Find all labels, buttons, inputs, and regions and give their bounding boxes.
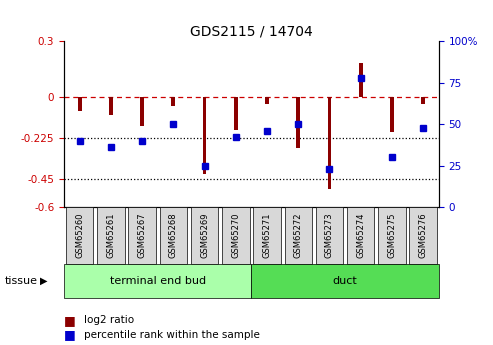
Text: duct: duct [333,276,357,286]
FancyBboxPatch shape [97,207,125,264]
Text: GSM65268: GSM65268 [169,213,178,258]
FancyBboxPatch shape [251,264,439,298]
Text: GSM65276: GSM65276 [419,213,427,258]
FancyBboxPatch shape [378,207,406,264]
Text: GSM65270: GSM65270 [231,213,240,258]
Bar [78,97,81,111]
Bar [265,97,269,104]
Text: GSM65275: GSM65275 [387,213,396,258]
Bar [328,97,331,189]
Bar [390,97,394,131]
Bar [422,97,425,104]
FancyBboxPatch shape [347,207,375,264]
Text: GSM65274: GSM65274 [356,213,365,258]
FancyBboxPatch shape [253,207,281,264]
FancyBboxPatch shape [128,207,156,264]
Text: GSM65271: GSM65271 [263,213,272,258]
Bar [109,97,113,115]
Bar [359,63,362,97]
Bar [172,97,175,106]
FancyBboxPatch shape [409,207,437,264]
Text: log2 ratio: log2 ratio [84,315,134,325]
FancyBboxPatch shape [316,207,343,264]
Text: GSM65261: GSM65261 [106,213,115,258]
Text: GSM65269: GSM65269 [200,213,209,258]
Text: terminal end bud: terminal end bud [110,276,206,286]
Bar [234,97,238,130]
Text: ▶: ▶ [40,276,48,286]
Bar [296,97,300,148]
Text: ■: ■ [64,314,76,327]
Text: percentile rank within the sample: percentile rank within the sample [84,330,260,339]
Text: GSM65267: GSM65267 [138,213,146,258]
FancyBboxPatch shape [66,207,94,264]
Bar [203,97,207,174]
FancyBboxPatch shape [222,207,249,264]
Text: ■: ■ [64,328,76,341]
FancyBboxPatch shape [64,264,251,298]
Text: GSM65273: GSM65273 [325,213,334,258]
Bar [141,97,144,126]
FancyBboxPatch shape [191,207,218,264]
Text: tissue: tissue [5,276,38,286]
FancyBboxPatch shape [284,207,312,264]
Text: GSM65272: GSM65272 [294,213,303,258]
Title: GDS2115 / 14704: GDS2115 / 14704 [190,25,313,39]
Text: GSM65260: GSM65260 [75,213,84,258]
FancyBboxPatch shape [160,207,187,264]
